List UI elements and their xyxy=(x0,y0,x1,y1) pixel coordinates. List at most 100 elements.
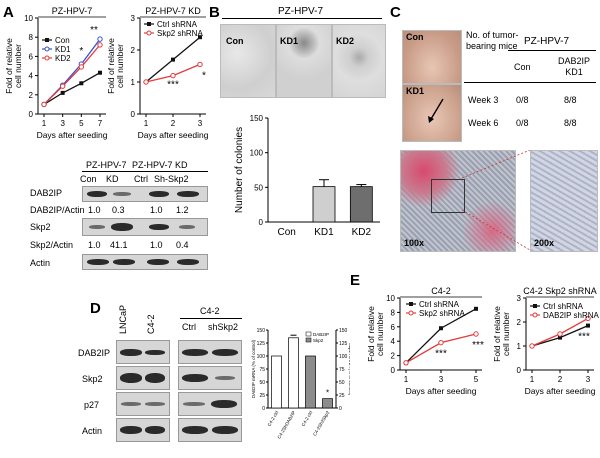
blot-a-lane-2: KD xyxy=(106,174,119,184)
band xyxy=(212,349,238,356)
band xyxy=(113,259,135,265)
data-point xyxy=(586,323,590,328)
data-point xyxy=(98,70,102,75)
mouse-label-con: Con xyxy=(406,32,424,42)
y-tick-label-right: 100 xyxy=(339,354,348,360)
y-axis-label: DAB2IP mRNA (% of control) xyxy=(251,339,256,398)
d-blot-dab2ip-right xyxy=(178,340,242,364)
d-row-actin: Actin xyxy=(82,426,103,436)
d-col-lncap: LNCaP xyxy=(118,304,128,334)
colony-label-kd1: KD1 xyxy=(280,36,299,46)
d-blot-actin-right xyxy=(178,418,242,442)
data-point xyxy=(529,343,535,349)
mouse-photo-kd1 xyxy=(402,84,462,142)
zoom-box xyxy=(431,179,465,213)
d-blot-dab2ip-left xyxy=(116,340,170,364)
y-tick-label: 6 xyxy=(29,52,34,61)
tumor-table-header: PZ-HPV-7 xyxy=(524,36,570,47)
significance-mark: *** xyxy=(435,349,447,360)
x-tick-label: Con xyxy=(277,227,295,238)
data-point xyxy=(474,306,478,311)
y-tick-label: 150 xyxy=(257,328,266,334)
data-point xyxy=(171,57,175,62)
data-point xyxy=(438,339,444,346)
legend-marker xyxy=(44,55,50,61)
x-tick-label: C4-2Sh2Skp2 xyxy=(312,410,331,437)
y-tick-label-right: 25 xyxy=(339,393,345,399)
x-axis-label: Days after seeding xyxy=(525,386,596,396)
blot-a-lane-1: Con xyxy=(80,174,97,184)
d-row-p27: p27 xyxy=(84,400,100,410)
y-tick-label: 0 xyxy=(29,110,34,119)
legend-marker xyxy=(45,38,49,42)
band xyxy=(113,192,131,196)
band xyxy=(120,349,142,356)
panel-label-d: D xyxy=(90,300,101,317)
y-tick-label: 0 xyxy=(131,110,136,119)
blot-a-header-1: PZ-HPV-7 xyxy=(86,160,127,170)
significance-mark: *** xyxy=(167,80,179,91)
panel-b-header: PZ-HPV-7 xyxy=(278,6,324,17)
band xyxy=(87,259,109,265)
y-tick-label: 0 xyxy=(391,366,396,375)
blot-a-skp2-membrane xyxy=(82,218,208,236)
y-tick-label: 2 xyxy=(391,352,396,361)
tumor-row-week3: Week 3 xyxy=(468,95,499,105)
band xyxy=(145,426,165,434)
series-line xyxy=(43,38,101,105)
blot-a-row-skp2-actin: Skp2/Actin xyxy=(30,240,74,250)
data-point xyxy=(170,72,176,79)
x-tick-label: C4-2 ctrl xyxy=(267,410,280,427)
blot-a-dab2ip-membrane xyxy=(82,186,208,202)
x-tick-label: KD1 xyxy=(314,227,334,238)
y-tick-label: 100 xyxy=(257,354,266,360)
y-tick-label: 50 xyxy=(259,380,265,386)
band xyxy=(149,224,169,230)
band xyxy=(215,376,235,380)
tumor-table-rule xyxy=(508,50,596,51)
panel-b-header-line xyxy=(222,18,382,19)
x-axis-label: Days after seeding xyxy=(37,130,108,140)
x-tick-label: 5 xyxy=(474,375,479,384)
colony-label-kd2: KD2 xyxy=(336,36,355,46)
colony-photo-kd2 xyxy=(332,24,386,98)
y-axis-label: Number of colonies xyxy=(234,127,245,213)
colony-photo-kd1 xyxy=(276,24,332,98)
mouse-photo-con xyxy=(402,30,462,84)
legend-label: DAB2IP shRNA xyxy=(543,311,600,320)
y-axis-label: Fold of relativecell number xyxy=(366,306,385,362)
series-line xyxy=(43,44,101,105)
y-tick-label: 10 xyxy=(24,14,33,23)
d-col-ctrl: Ctrl xyxy=(182,322,196,332)
blot-a-row-dab2ip-actin: DAB2IP/Actin xyxy=(30,205,85,215)
colony-photo-con xyxy=(220,24,276,98)
data-point xyxy=(197,61,203,68)
significance-mark: * xyxy=(79,46,83,57)
legend-swatch xyxy=(305,337,312,343)
panel-label-c: C xyxy=(390,4,401,21)
blot-a-row-skp2: Skp2 xyxy=(30,222,51,232)
mag-label-100x: 100x xyxy=(404,238,425,248)
y-tick-label-right: 50 xyxy=(339,380,345,386)
legend-marker xyxy=(533,304,537,308)
legend-marker xyxy=(146,30,152,36)
legend-marker xyxy=(409,302,413,306)
y-tick-label: 4 xyxy=(29,72,34,81)
legend-label: Skp2 shRNA xyxy=(419,309,465,318)
skp2-ratio-3: 1.0 xyxy=(150,240,163,250)
x-tick-label: 1 xyxy=(144,119,149,128)
histology-200x xyxy=(530,150,598,252)
legend-marker xyxy=(408,310,414,316)
x-tick-label: 3 xyxy=(586,375,591,384)
panel-label-b: B xyxy=(209,4,220,21)
blot-a-lane-3: Ctrl xyxy=(134,174,148,184)
skp2-ratio-2: 41.1 xyxy=(110,240,128,250)
significance-mark: ** xyxy=(90,25,98,36)
band xyxy=(145,402,165,406)
band xyxy=(145,350,165,355)
data-point xyxy=(41,101,47,108)
legend-label: KD1 xyxy=(55,45,71,54)
bar xyxy=(322,398,333,409)
d-col-c42-group: C4-2 xyxy=(200,306,220,316)
